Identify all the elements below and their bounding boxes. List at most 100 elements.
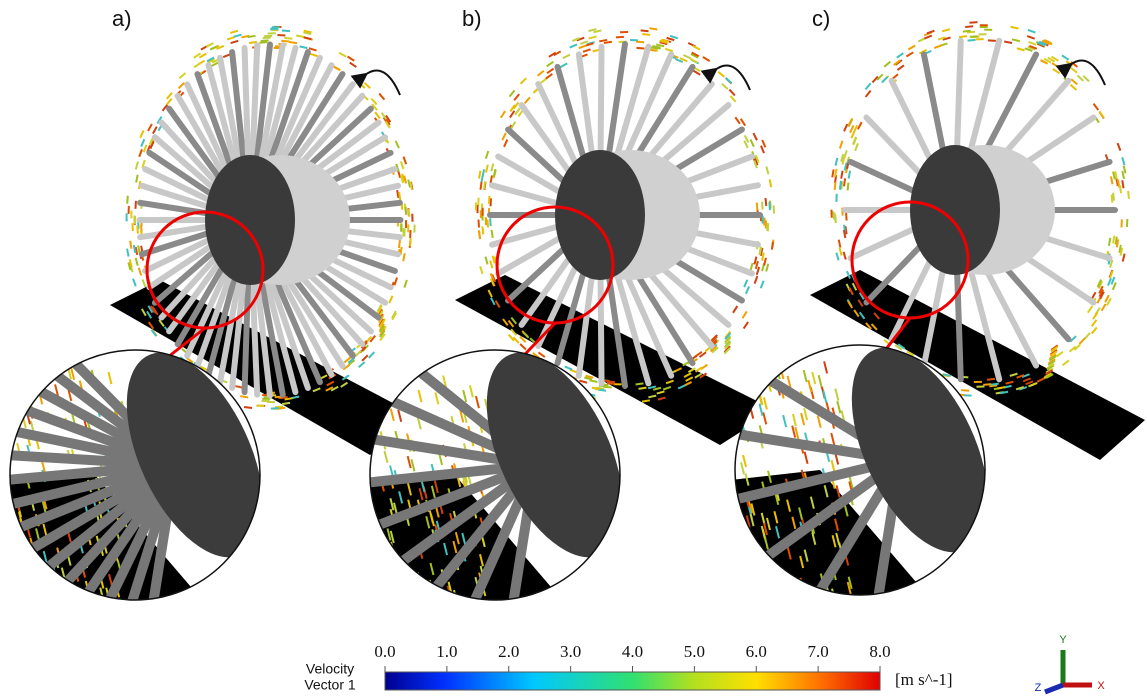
velocity-vector [136,175,138,183]
velocity-vector [772,242,773,250]
velocity-vector [234,35,242,37]
velocity-vector [846,213,847,221]
velocity-vector [649,28,657,29]
velocity-vector [866,91,871,97]
velocity-vector [1111,176,1113,184]
velocity-vector [961,390,969,391]
velocity-vector [835,182,836,190]
velocity-vector [27,380,30,392]
velocity-vector [853,137,856,144]
velocity-vector [1118,143,1121,150]
velocity-vector [17,548,20,560]
velocity-vector [969,22,977,23]
velocity-vector [726,78,732,83]
velocity-vector [747,564,750,576]
velocity-vector [375,112,380,118]
velocity-vector [908,46,915,50]
velocity-vector [987,379,995,380]
velocity-vector [1122,157,1124,165]
hub-face [910,145,1000,275]
velocity-vector [42,581,45,593]
velocity-vector [21,568,24,580]
velocity-vector [395,366,398,378]
velocity-vector [259,42,267,43]
velocity-vector [592,388,600,389]
velocity-vector [382,576,385,588]
velocity-vector [285,398,293,399]
x-axis-label: X [1097,680,1105,692]
velocity-vector [744,556,747,568]
velocity-vector [1094,104,1099,110]
velocity-vector [1122,180,1123,188]
velocity-vector [927,31,934,34]
velocity-vector [140,130,143,137]
velocity-vector [376,568,379,580]
velocity-vector [403,253,404,261]
velocity-vector [489,196,490,204]
velocity-vector [1113,193,1114,201]
velocity-vector [194,63,201,67]
velocity-vector [753,133,757,140]
velocity-vector [1117,239,1118,247]
velocity-vector [757,203,758,211]
velocity-vector [836,253,838,261]
velocity-vector [401,161,404,169]
wheel-panel [0,27,425,653]
velocity-vector [761,146,764,153]
velocity-vector [1071,68,1077,73]
velocity-vector [127,196,128,204]
velocity-vector [136,162,138,170]
velocity-vector [547,69,554,74]
velocity-vector [32,564,35,576]
velocity-vector [844,150,846,158]
rotation-arrow [365,71,400,96]
velocity-vector [766,167,768,175]
velocity-vector [667,38,675,40]
velocity-vector [604,387,612,388]
velocity-vector [703,57,710,61]
velocity-vector [670,36,678,38]
velocity-vector [590,380,598,382]
velocity-vector [142,279,145,286]
velocity-vector [835,158,837,166]
velocity-vector [844,178,845,186]
velocity-vector [1071,79,1077,84]
velocity-vector [490,218,491,226]
velocity-vector [248,36,256,37]
velocity-vector [1092,327,1097,333]
velocity-vector [547,62,554,66]
velocity-vector [756,551,759,563]
velocity-vector [840,182,841,190]
hub-face [555,150,645,280]
velocity-vector [959,36,967,37]
velocity-vector [989,385,997,386]
velocity-vector [71,592,74,604]
velocity-vector [1120,185,1121,193]
velocity-vector [492,230,493,238]
velocity-vector [844,252,846,260]
velocity-vector [849,171,850,179]
velocity-vector [759,371,762,383]
velocity-vector [844,124,847,131]
velocity-vector [858,122,862,129]
velocity-vector [348,56,355,60]
velocity-vector [375,581,378,593]
velocity-vector [906,52,913,56]
velocity-vector [1056,352,1062,357]
velocity-vector [514,94,519,100]
velocity-vector [296,36,304,38]
velocity-vector [665,49,673,51]
velocity-vector [963,31,971,32]
velocity-vector [487,219,488,227]
velocity-vector [391,564,394,576]
velocity-vector [271,408,279,409]
velocity-vector [865,83,870,89]
velocity-vector [593,30,601,32]
velocity-vector [431,594,434,606]
velocity-vector [18,556,21,568]
velocity-vector [983,384,991,385]
velocity-vector [282,30,290,31]
velocity-vector [756,261,758,269]
velocity-vector [394,278,397,286]
velocity-vector [405,584,408,596]
